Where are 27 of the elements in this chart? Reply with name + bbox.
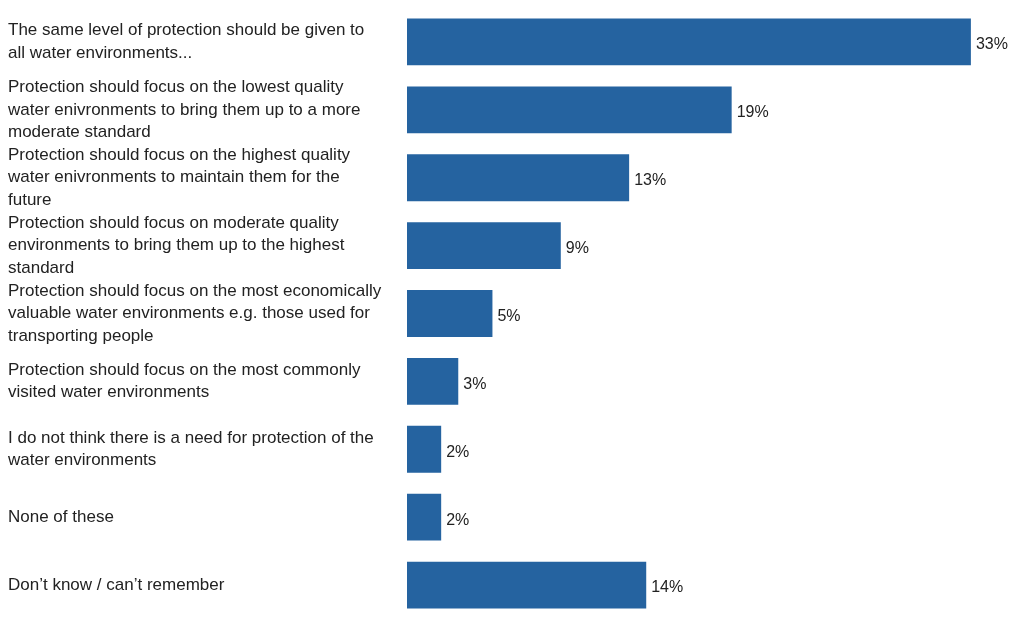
data-label: 9% <box>565 239 589 257</box>
data-label: 19% <box>736 103 769 121</box>
data-label: 3% <box>463 374 487 392</box>
bar <box>407 290 493 337</box>
bar <box>407 357 459 405</box>
y-tick-label: Protection should focus on the lowest quality water enivronments to bring them up to a more moderate standard <box>7 77 361 142</box>
bar <box>407 18 971 66</box>
data-label: 2% <box>446 442 470 460</box>
y-tick-label: Protection should focus on the most economically valuable water environments e.g. those used for transporting people <box>8 280 382 345</box>
bar <box>407 425 442 473</box>
data-label: 2% <box>446 510 470 528</box>
bar <box>407 222 561 270</box>
y-tick-label: Don’t know / can’t remember <box>8 574 225 594</box>
y-tick-label: Protection should focus on the most commonly visited water environments <box>8 359 361 402</box>
bar <box>407 86 732 134</box>
bar <box>407 154 630 202</box>
data-label: 14% <box>651 578 684 596</box>
bar <box>407 493 442 541</box>
y-tick-label: Protection should focus on the highest quality water enivronments to maintain them for the future <box>7 144 351 209</box>
y-tick-label: None of these <box>8 506 114 526</box>
data-label: 33% <box>975 35 1008 53</box>
y-tick-label: The same level of protection should be given to all water environments... <box>8 20 365 62</box>
data-label: 5% <box>497 306 521 324</box>
y-tick-label: Protection should focus on moderate quality environments to bring them up to the highest standard <box>8 212 345 277</box>
y-tick-label: I do not think there is a need for protection of the water environments <box>7 427 374 470</box>
bar <box>407 561 647 609</box>
data-label: 13% <box>634 171 667 189</box>
